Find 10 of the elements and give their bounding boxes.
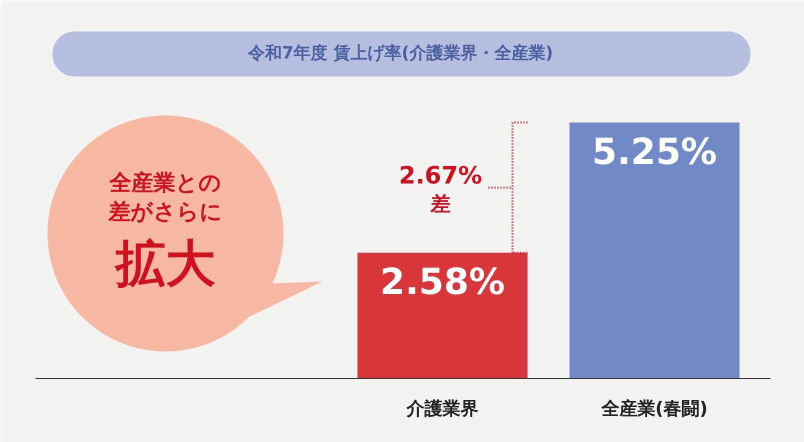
x-tick-label: 全産業(春闘) — [600, 398, 708, 420]
data-label: 2.58% — [380, 262, 505, 304]
chart-title: 令和7年度 賃上げ率(介護業界・全産業) — [246, 44, 554, 64]
annotation: 差 — [430, 192, 450, 216]
text: 差がさらに — [108, 200, 222, 225]
data-label: 5.25% — [592, 132, 717, 173]
text: 拡大 — [114, 234, 216, 292]
x-tick-label: 介護業界 — [406, 398, 478, 420]
text: 全産業との — [108, 170, 222, 196]
annotation: 2.67% — [398, 162, 482, 190]
